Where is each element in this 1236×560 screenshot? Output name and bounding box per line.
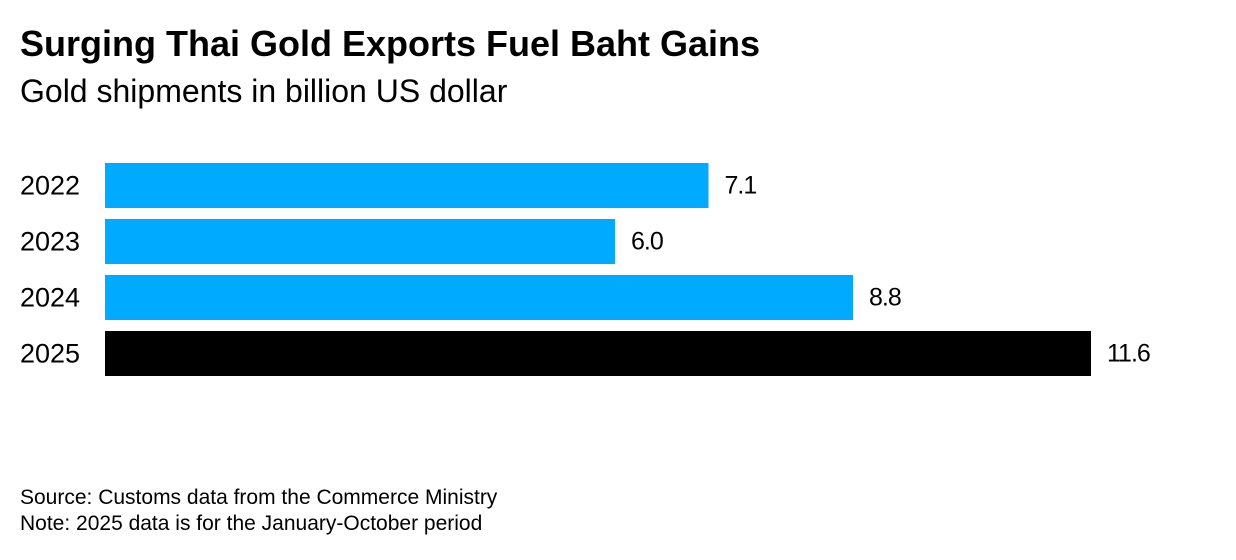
- bar-2024: [105, 275, 853, 320]
- source-note: Source: Customs data from the Commerce M…: [20, 486, 498, 509]
- value-label-2022: 7.1: [725, 172, 757, 200]
- bar-2023: [105, 219, 615, 264]
- value-label-2024: 8.8: [869, 284, 901, 312]
- value-label-2025: 11.6: [1107, 340, 1150, 368]
- chart-subtitle: Gold shipments in billion US dollar: [20, 73, 508, 109]
- value-label-2023: 6.0: [631, 228, 663, 256]
- bar-2025: [105, 331, 1091, 376]
- category-label-2025: 2025: [20, 339, 80, 369]
- category-label-2023: 2023: [20, 227, 80, 257]
- bar-chart: 2022 7.1 2023 6.0 2024 8.8 2025 11.6: [20, 163, 1151, 376]
- footnotes: Source: Customs data from the Commerce M…: [20, 485, 497, 537]
- data-note: Note: 2025 data is for the January-Octob…: [20, 512, 483, 535]
- category-label-2022: 2022: [20, 171, 80, 201]
- chart-title: Surging Thai Gold Exports Fuel Baht Gain…: [20, 23, 761, 64]
- bar-2022: [105, 163, 709, 208]
- category-label-2024: 2024: [20, 283, 80, 313]
